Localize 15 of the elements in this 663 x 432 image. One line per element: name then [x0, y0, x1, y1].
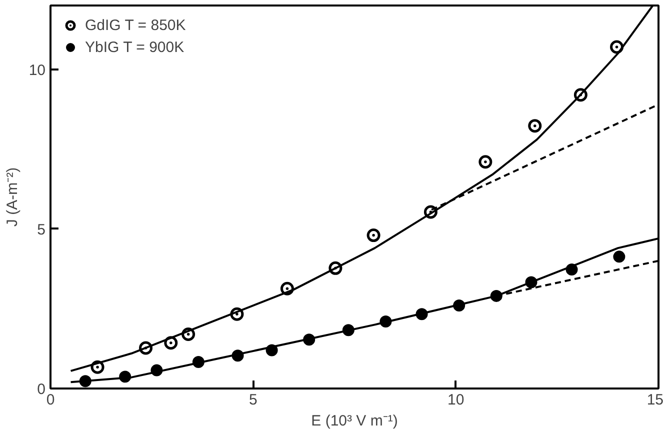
x-tick-label: 15: [646, 392, 663, 408]
x-axis-title: E (10³ V m⁻¹): [311, 412, 398, 430]
legend-label: YbIG T = 900K: [85, 38, 184, 56]
legend-label: GdIG T = 850K: [85, 16, 186, 34]
point: [613, 250, 626, 263]
y-tick-label: 0: [37, 381, 46, 398]
point: [366, 228, 380, 242]
point: [528, 119, 542, 133]
y-tick-label: 10: [28, 62, 46, 79]
point: [164, 336, 178, 350]
x-tick-label: 5: [248, 392, 258, 408]
x-tick-label: 10: [447, 392, 464, 408]
y-axis-title: J (A-m⁻²): [4, 167, 21, 227]
point: [478, 155, 492, 169]
y-tick-label: 5: [37, 221, 46, 238]
